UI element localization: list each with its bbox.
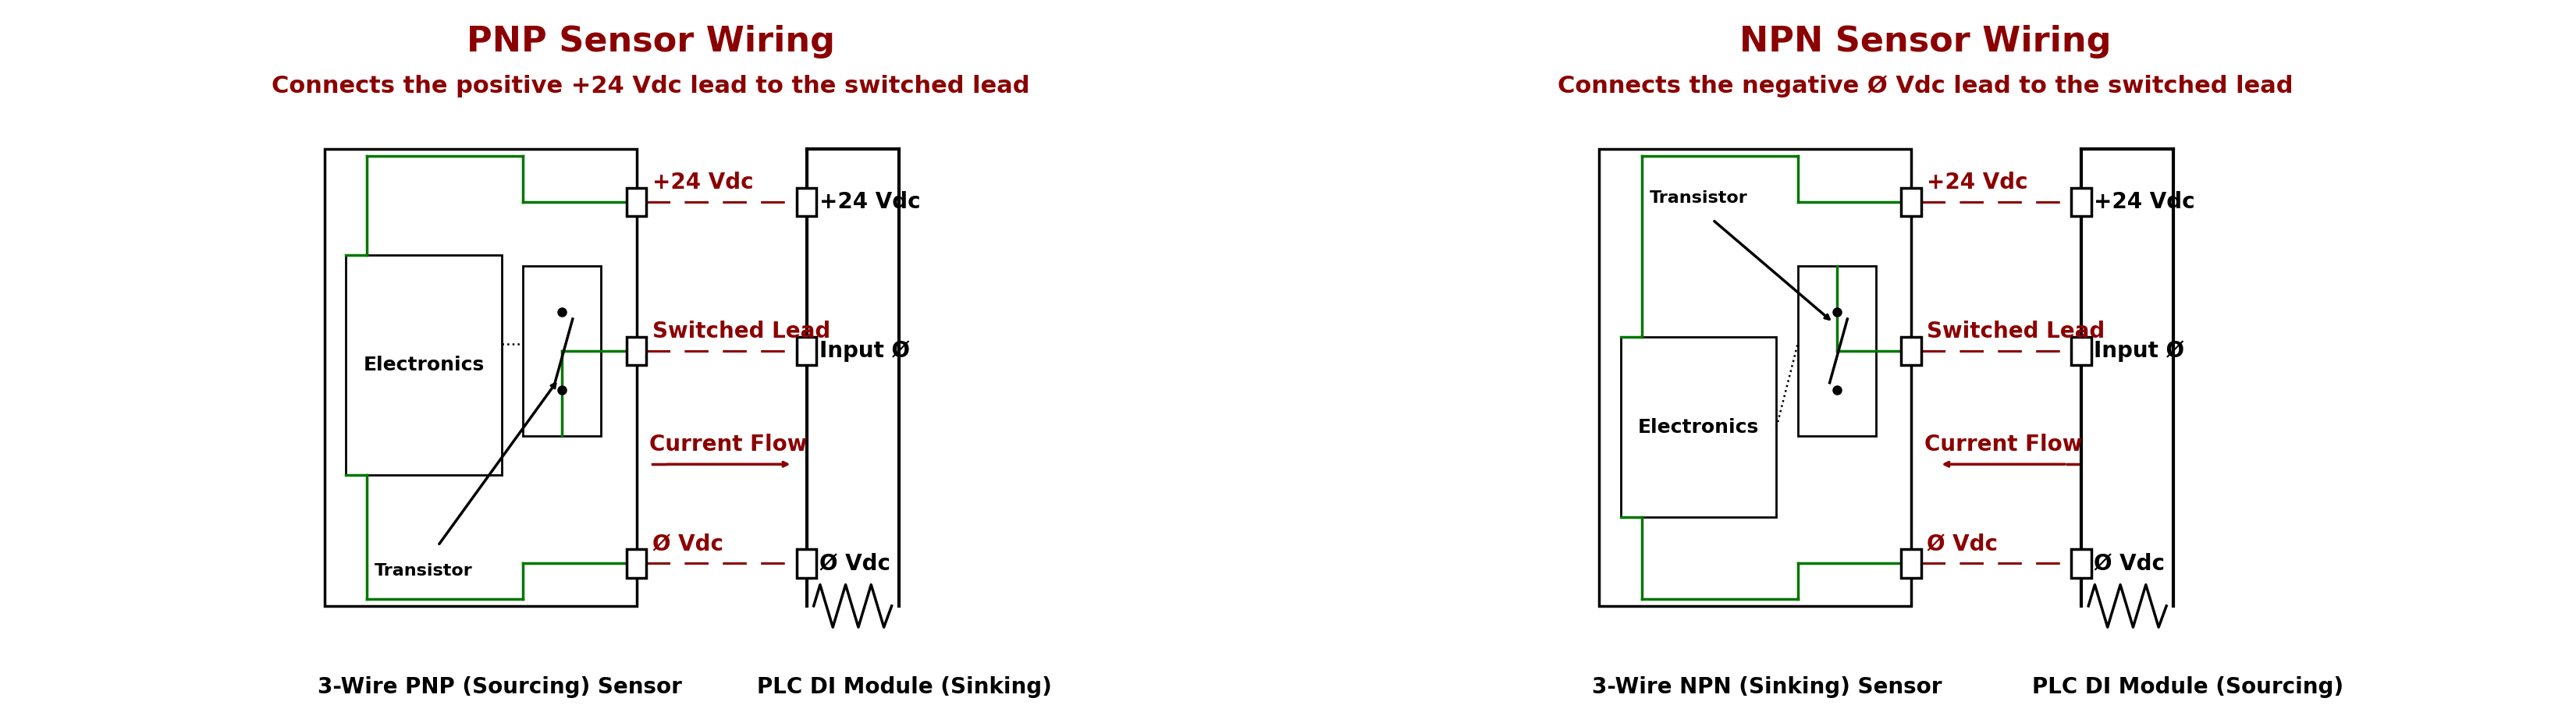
Text: Current Flow: Current Flow	[1924, 434, 2081, 455]
Bar	[2071, 337, 2092, 365]
Text: Input Ø: Input Ø	[819, 340, 909, 362]
Text: NPN Sensor Wiring: NPN Sensor Wiring	[1739, 25, 2112, 59]
Bar	[796, 337, 817, 365]
Bar	[796, 549, 817, 578]
Text: Transistor: Transistor	[374, 563, 474, 579]
Text: Transistor: Transistor	[1649, 190, 1747, 205]
Text: Electronics: Electronics	[1638, 418, 1759, 437]
Text: +24 Vdc: +24 Vdc	[2094, 191, 2195, 213]
Bar	[626, 549, 647, 578]
Text: +24 Vdc: +24 Vdc	[1927, 172, 2027, 194]
Bar	[1620, 337, 1777, 518]
Text: Ø Vdc: Ø Vdc	[1927, 533, 1999, 555]
Text: Connects the positive +24 Vdc lead to the switched lead: Connects the positive +24 Vdc lead to th…	[270, 74, 1030, 97]
Text: Switched Lead: Switched Lead	[652, 320, 829, 343]
Text: PLC DI Module (Sourcing): PLC DI Module (Sourcing)	[2032, 676, 2344, 698]
Bar	[345, 255, 502, 475]
Bar	[626, 337, 647, 365]
Bar	[796, 188, 817, 216]
Text: Ø Vdc: Ø Vdc	[2094, 552, 2164, 574]
Bar	[1901, 549, 1922, 578]
Text: 3-Wire PNP (Sourcing) Sensor: 3-Wire PNP (Sourcing) Sensor	[317, 676, 683, 698]
Text: Ø Vdc: Ø Vdc	[652, 533, 724, 555]
Text: Input Ø: Input Ø	[2094, 340, 2184, 362]
Text: Connects the negative Ø Vdc lead to the switched lead: Connects the negative Ø Vdc lead to the …	[1558, 74, 2293, 97]
Text: PNP Sensor Wiring: PNP Sensor Wiring	[466, 25, 835, 59]
Text: +24 Vdc: +24 Vdc	[652, 172, 752, 194]
Text: Ø Vdc: Ø Vdc	[819, 552, 891, 574]
Text: +24 Vdc: +24 Vdc	[819, 191, 920, 213]
Bar	[1600, 149, 1911, 606]
Bar	[523, 266, 600, 436]
Bar	[1901, 188, 1922, 216]
Text: Switched Lead: Switched Lead	[1927, 320, 2105, 343]
Bar	[2071, 188, 2092, 216]
Bar	[325, 149, 636, 606]
Text: 3-Wire NPN (Sinking) Sensor: 3-Wire NPN (Sinking) Sensor	[1592, 676, 1942, 698]
Bar	[1798, 266, 1875, 436]
Bar	[1901, 337, 1922, 365]
Bar	[626, 188, 647, 216]
Text: Electronics: Electronics	[363, 356, 484, 375]
Bar	[2071, 549, 2092, 578]
Text: Current Flow: Current Flow	[649, 434, 809, 455]
Text: PLC DI Module (Sinking): PLC DI Module (Sinking)	[757, 676, 1051, 698]
